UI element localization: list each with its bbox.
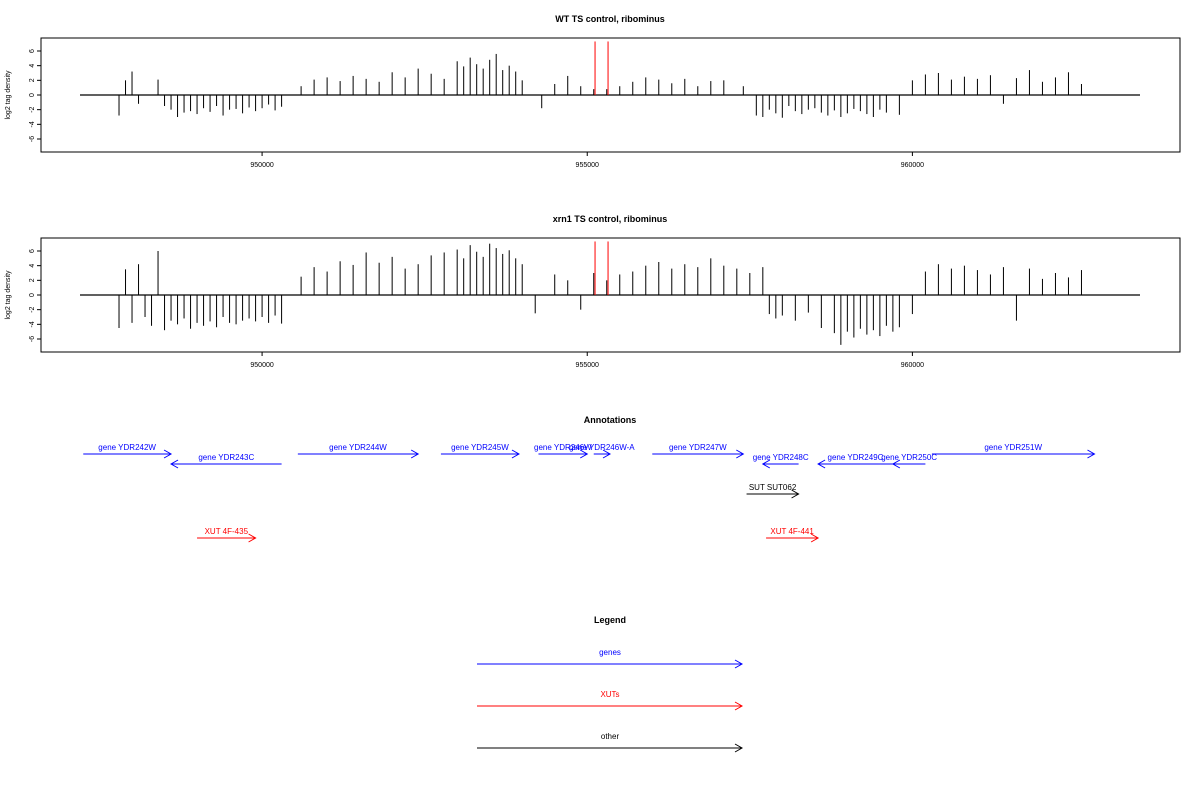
panel-title: WT TS control, ribominus [555, 14, 665, 24]
coverage-panels: WT TS control, ribominus log2 tag density… [5, 14, 1181, 369]
feature-arrow-head [511, 449, 520, 459]
y-tick-label: 6 [29, 49, 36, 53]
feature: SUT SUT062 [746, 483, 800, 499]
feature: gene YDR244W [297, 443, 420, 459]
feature-label: gene YDR246W [534, 443, 592, 452]
y-tick-label: 6 [29, 249, 36, 253]
feature-arrow-head [791, 489, 800, 499]
y-tick-label: -2 [29, 106, 36, 112]
feature-arrow-head [736, 449, 745, 459]
coverage-panel-1: WT TS control, ribominus log2 tag density… [5, 14, 1181, 169]
coverage-panel-2: xrn1 TS control, ribominus log2 tag densi… [5, 214, 1181, 369]
feature: gene YDR246W-A [569, 443, 635, 459]
x-tick-label: 960000 [901, 362, 924, 369]
feature: gene YDR251W [931, 443, 1096, 459]
feature-label: gene YDR248C [753, 453, 809, 462]
legend-item-genes: genes [477, 648, 744, 669]
feature-label: gene YDR242W [98, 443, 156, 452]
y-tick-label: -6 [29, 136, 36, 142]
feature: gene YDR243C [170, 453, 282, 469]
feature-label: gene YDR244W [329, 443, 387, 452]
feature-arrow-head [602, 449, 612, 459]
feature-label: SUT SUT062 [749, 483, 797, 492]
feature-arrow-head [163, 449, 173, 459]
feature-label: gene YDR245W [451, 443, 509, 452]
feature-label: XUT 4F-435 [205, 527, 249, 536]
feature: gene YDR249C [817, 453, 893, 469]
y-tick-label: 2 [29, 78, 36, 82]
annotations-title: Annotations [584, 415, 637, 425]
feature-label: gene YDR249C [828, 453, 884, 462]
legend-title: Legend [594, 615, 626, 625]
legend-item-other: other [477, 732, 744, 753]
feature-label: gene YDR246W-A [569, 443, 635, 452]
legend: Legend genes XUTs other [477, 615, 744, 753]
feature-arrow-head [817, 459, 826, 469]
feature-label: gene YDR243C [198, 453, 254, 462]
y-tick-label: -6 [29, 336, 36, 342]
y-tick-label: 4 [29, 264, 36, 268]
y-tick-label: 2 [29, 278, 36, 282]
legend-label: other [601, 732, 620, 741]
feature-label: gene YDR251W [984, 443, 1042, 452]
y-axis-label: log2 tag density [5, 270, 12, 320]
x-tick-label: 950000 [250, 362, 273, 369]
y-tick-label: -4 [29, 121, 36, 127]
legend-item-xuts: XUTs [477, 690, 744, 711]
x-tick-label: 950000 [250, 162, 273, 169]
feature-arrow-head [579, 449, 589, 459]
x-tick-label: 955000 [576, 362, 599, 369]
feature-list: gene YDR242W gene YDR243C gene YDR244W gene… [83, 443, 1096, 543]
y-tick-label: -2 [29, 306, 36, 312]
density-bars [118, 41, 1082, 118]
y-axis-label: log2 tag density [5, 70, 12, 120]
feature-arrow-head [891, 459, 901, 469]
feature-arrow-head [810, 533, 820, 543]
feature-label: gene YDR247W [669, 443, 727, 452]
feature-arrow-head [410, 449, 420, 459]
density-bars [118, 241, 1082, 345]
legend-arrow-head [734, 743, 744, 753]
y-tick-label: 4 [29, 64, 36, 68]
panel-title: xrn1 TS control, ribominus [553, 214, 668, 224]
feature: gene YDR248C [753, 453, 809, 469]
legend-arrow-head [734, 659, 744, 669]
legend-arrow-head [734, 701, 744, 711]
feature: gene YDR242W [83, 443, 173, 459]
feature: gene YDR245W [440, 443, 520, 459]
x-tick-label: 960000 [901, 162, 924, 169]
feature-arrow-head [248, 533, 257, 543]
legend-label: XUTs [600, 690, 619, 699]
feature-label: XUT 4F-441 [770, 527, 814, 536]
feature-arrow-head [761, 459, 771, 469]
feature: gene YDR247W [652, 443, 745, 459]
feature-arrow-head [170, 459, 179, 469]
legend-items: genes XUTs other [477, 648, 744, 753]
feature-arrow-head [1087, 449, 1096, 459]
feature: XUT 4F-441 [766, 527, 820, 543]
feature: gene YDR246W [534, 443, 592, 459]
y-tick-label: -4 [29, 321, 36, 327]
y-tick-label: 0 [29, 93, 36, 97]
feature-label: gene YDR250C [881, 453, 937, 462]
legend-label: genes [599, 648, 621, 657]
feature: XUT 4F-435 [197, 527, 257, 543]
feature: gene YDR250C [881, 453, 937, 469]
x-tick-label: 955000 [576, 162, 599, 169]
y-tick-label: 0 [29, 293, 36, 297]
